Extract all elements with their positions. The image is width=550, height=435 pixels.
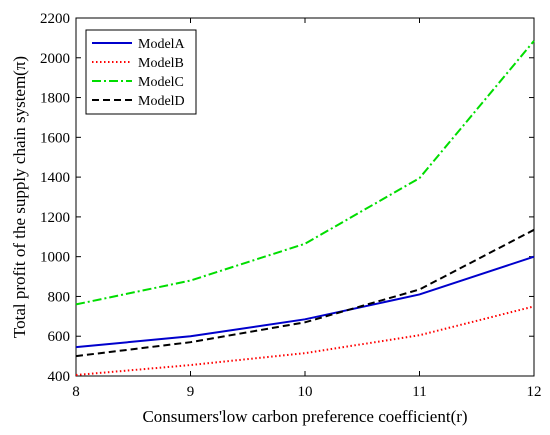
x-tick-label: 10 <box>298 384 313 400</box>
legend-label: ModelA <box>138 37 186 52</box>
y-tick-label: 800 <box>48 289 71 305</box>
legend-label: ModelB <box>138 56 184 71</box>
y-tick-label: 1800 <box>40 91 70 107</box>
y-tick-label: 2200 <box>40 11 70 27</box>
legend-label: ModelC <box>138 75 184 90</box>
y-tick-label: 1600 <box>40 130 70 146</box>
y-tick-label: 400 <box>48 369 71 385</box>
y-axis-label: Total profit of the supply chain system(… <box>10 56 29 338</box>
x-tick-label: 12 <box>527 384 542 400</box>
legend: ModelA ModelB ModelC ModelD <box>85 29 197 115</box>
series-line-modelb <box>75 305 535 377</box>
series-line-modelc <box>75 40 535 306</box>
x-tick-label: 11 <box>412 384 426 400</box>
y-tick-label: 600 <box>48 329 71 345</box>
y-tick-label: 1200 <box>40 210 70 226</box>
y-tick-label: 1000 <box>40 250 70 266</box>
x-tick-label: 9 <box>187 384 195 400</box>
x-tick-label: 8 <box>72 384 80 400</box>
y-tick-label: 2000 <box>40 51 70 67</box>
series-line-modeld <box>75 228 535 358</box>
legend-label: ModelD <box>138 94 185 109</box>
y-tick-label: 1400 <box>40 170 70 186</box>
series-line-modela <box>75 255 535 349</box>
x-axis-label: Consumers'low carbon preference coeffici… <box>142 407 467 426</box>
